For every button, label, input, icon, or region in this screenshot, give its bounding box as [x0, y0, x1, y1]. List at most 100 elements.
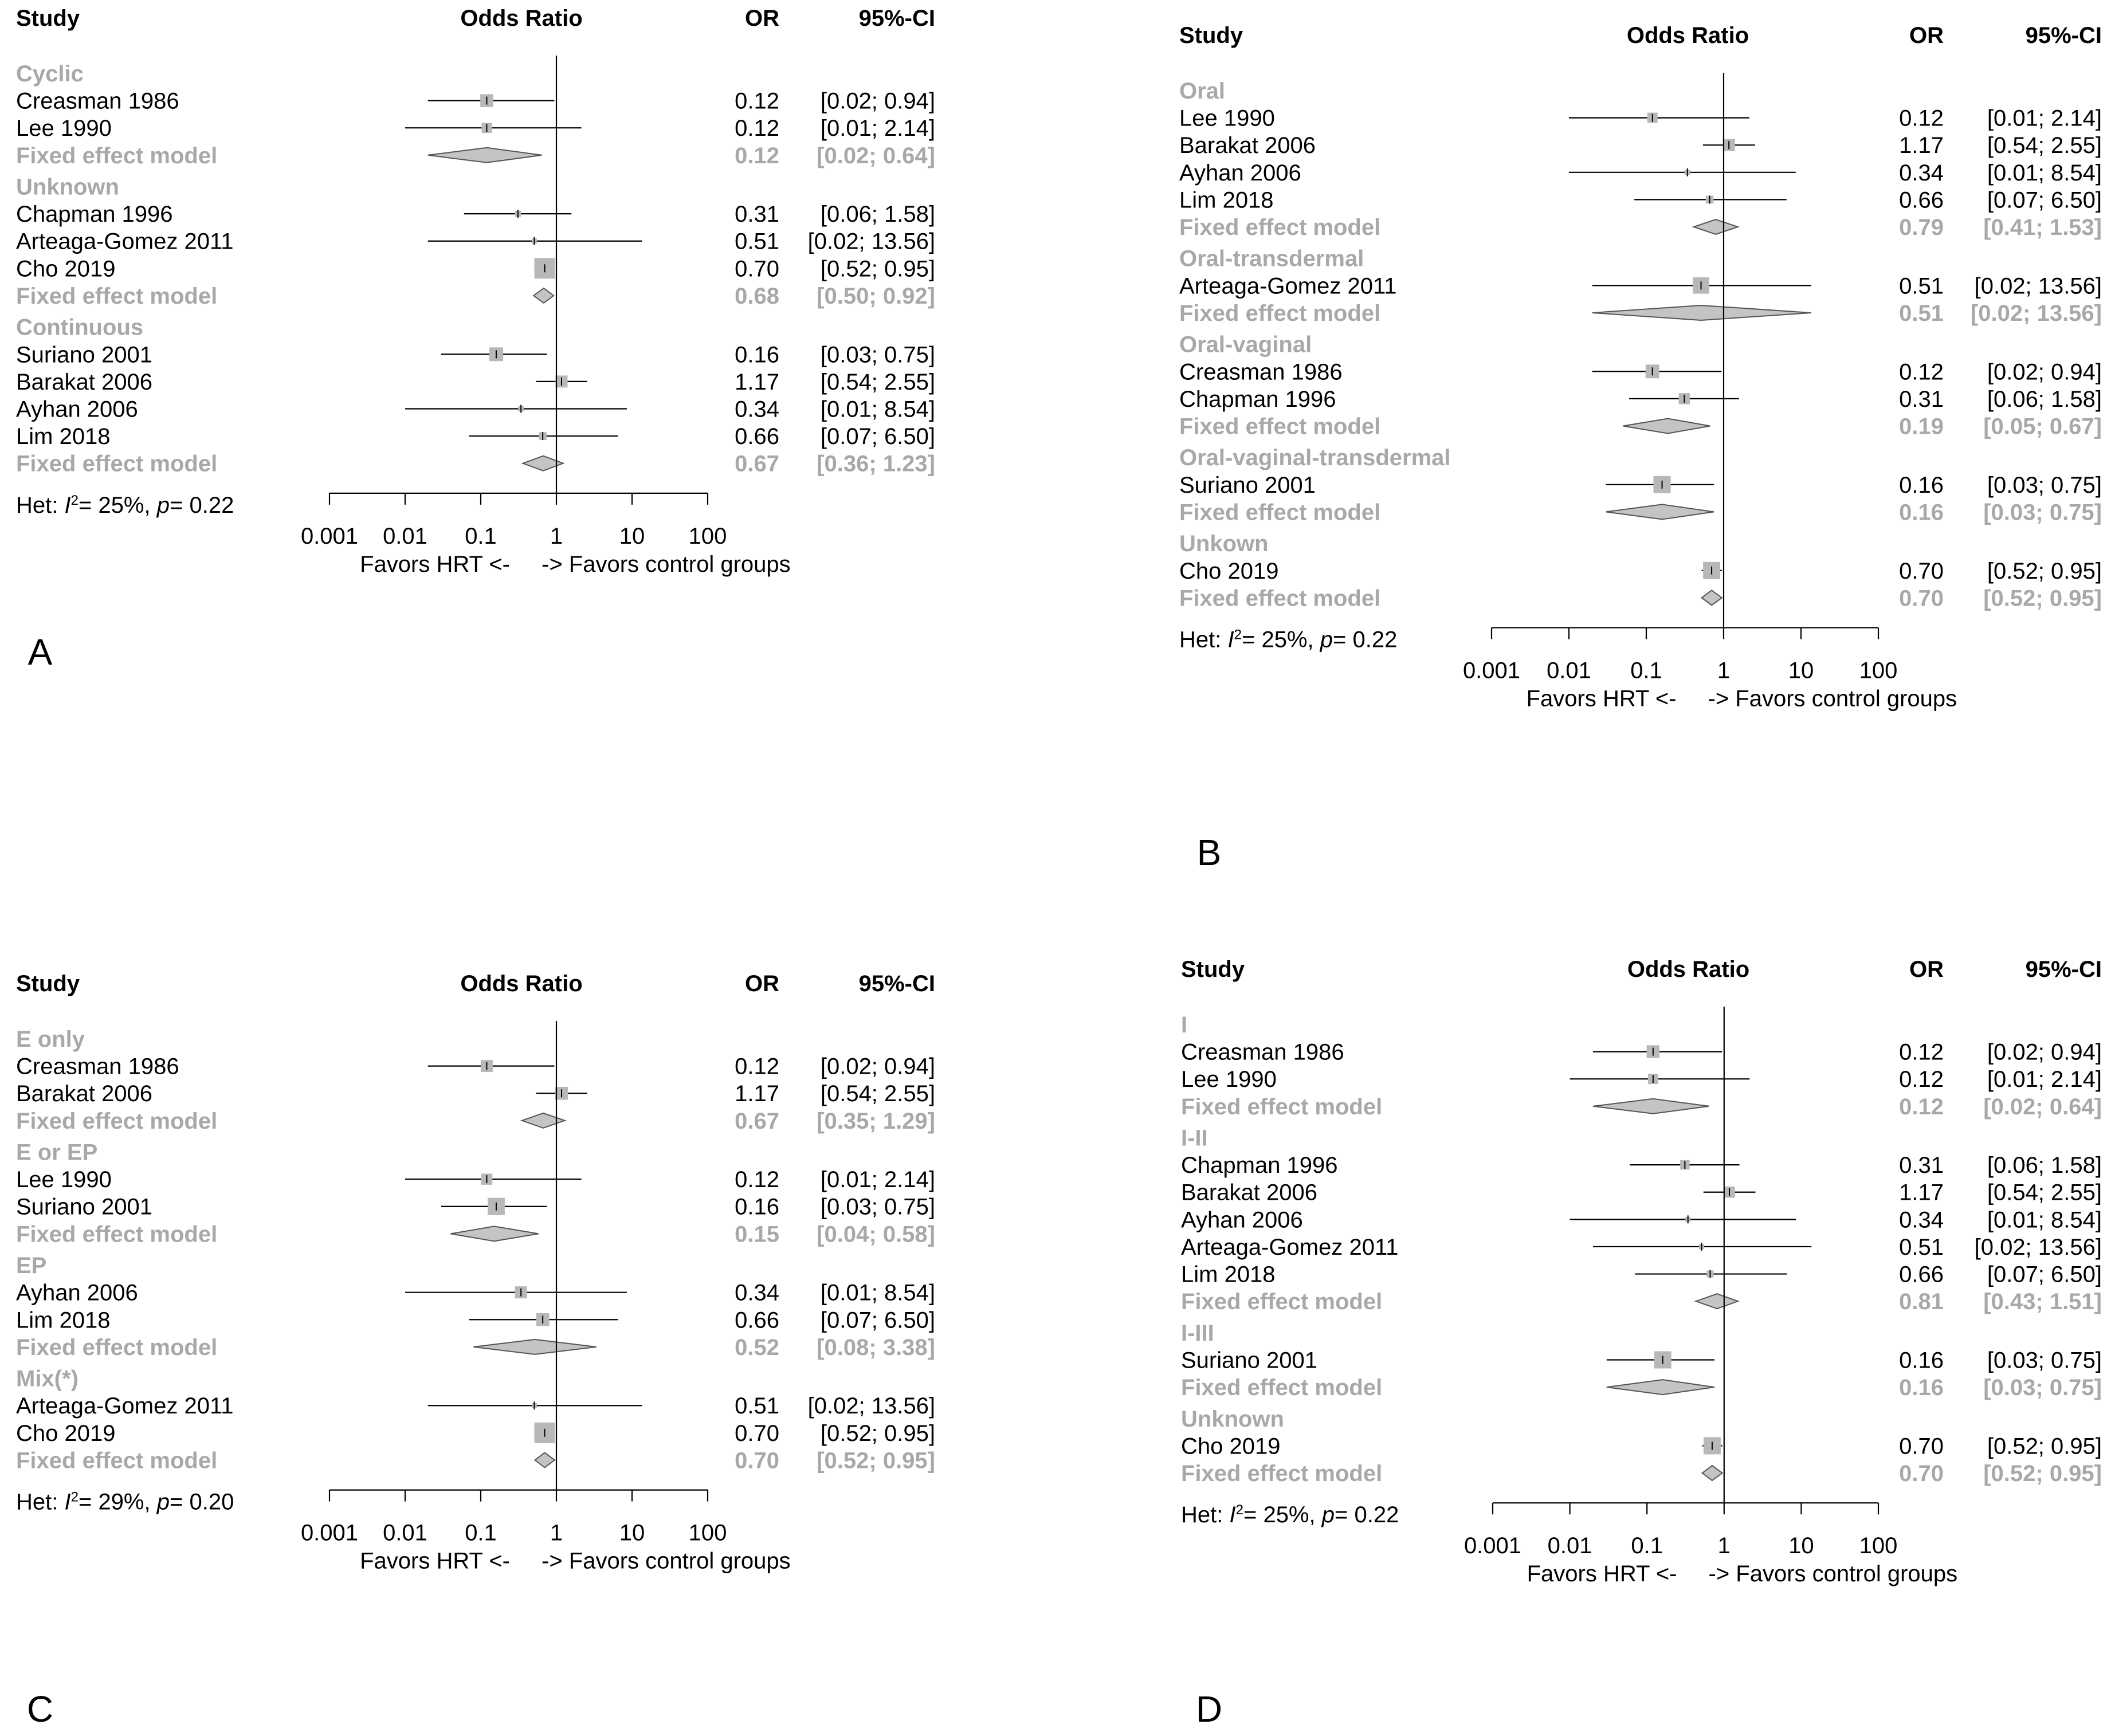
x-tick-label: 100 [689, 524, 727, 549]
header-ci: 95%-CI [2026, 23, 2102, 48]
group-label: Oral-transdermal [1179, 246, 1364, 272]
pooled-ci-value: [0.41; 1.53] [1983, 215, 2102, 240]
x-tick-label: 100 [689, 1521, 727, 1546]
ci-value: [0.02; 0.94] [821, 1054, 935, 1079]
panel-letter: A [28, 631, 53, 673]
group-label: I [1181, 1012, 1187, 1038]
study-name: Lee 1990 [16, 1167, 112, 1192]
or-value: 0.70 [1899, 1433, 1944, 1459]
pooled-or-value: 0.12 [735, 143, 779, 168]
ci-value: [0.54; 2.55] [821, 370, 935, 395]
pooled-ci-value: [0.05; 0.67] [1983, 414, 2102, 439]
group-label: Continuous [16, 315, 143, 340]
or-value: 0.12 [735, 116, 779, 141]
header-odds-ratio: Odds Ratio [1627, 957, 1749, 982]
xlabel-right: -> Favors control groups [1709, 1561, 1958, 1586]
xlabel-right: -> Favors control groups [542, 1549, 791, 1574]
pooled-diamond [533, 1452, 556, 1468]
pooled-ci-value: [0.03; 0.75] [1983, 500, 2102, 525]
pooled-ci-value: [0.04; 0.58] [817, 1222, 935, 1247]
or-value: 0.70 [1899, 559, 1944, 584]
or-value: 0.34 [1899, 160, 1944, 186]
or-value: 0.16 [735, 1195, 779, 1220]
study-name: Lim 2018 [1179, 187, 1274, 213]
study-name: Cho 2019 [1181, 1433, 1280, 1459]
x-tick-label: 10 [1788, 658, 1814, 684]
study-name: Barakat 2006 [1181, 1180, 1317, 1205]
pooled-ci-value: [0.02; 0.64] [1983, 1094, 2102, 1120]
x-tick-label: 0.001 [1463, 658, 1520, 684]
pooled-or-value: 0.19 [1899, 414, 1944, 439]
ci-value: [0.01; 8.54] [821, 396, 935, 422]
header-study: Study [16, 6, 80, 31]
ci-value: [0.07; 6.50] [1987, 187, 2102, 213]
study-name: Arteaga-Gomez 2011 [1179, 273, 1396, 299]
x-tick-label: 0.001 [1464, 1533, 1521, 1558]
study-name: Suriano 2001 [16, 342, 152, 367]
pooled-ci-value: [0.03; 0.75] [1983, 1375, 2102, 1400]
pooled-or-value: 0.15 [735, 1222, 779, 1247]
ci-value: [0.52; 0.95] [1987, 559, 2102, 584]
study-name: Arteaga-Gomez 2011 [1181, 1235, 1398, 1260]
group-label: Oral [1179, 78, 1225, 104]
study-name: Ayhan 2006 [16, 1281, 138, 1306]
x-tick-label: 0.1 [465, 524, 497, 549]
or-value: 0.16 [1899, 1348, 1944, 1373]
pooled-diamond [520, 1112, 567, 1129]
group-label: Unknown [1181, 1407, 1284, 1432]
pooled-or-value: 0.81 [1899, 1289, 1944, 1314]
pooled-ci-value: [0.08; 3.38] [817, 1335, 935, 1360]
ci-value: [0.02; 0.94] [1987, 1040, 2102, 1065]
pooled-or-value: 0.12 [1899, 1094, 1944, 1120]
pooled-diamond [1606, 1379, 1715, 1396]
x-tick-label: 0.001 [301, 524, 358, 549]
pooled-diamond [1694, 1293, 1740, 1310]
ci-value: [0.06; 1.58] [821, 202, 935, 227]
or-value: 0.12 [735, 1054, 779, 1079]
or-value: 0.70 [735, 256, 779, 281]
panel-letter: C [27, 1688, 53, 1730]
study-name: Barakat 2006 [1179, 133, 1316, 158]
pooled-diamond [427, 147, 542, 163]
pooled-diamond [1592, 304, 1811, 321]
or-value: 0.31 [735, 202, 779, 227]
study-name: Ayhan 2006 [1181, 1207, 1303, 1232]
x-tick-label: 0.1 [465, 1521, 497, 1546]
pooled-or-value: 0.67 [735, 1109, 779, 1134]
xlabel-left: Favors HRT <- [360, 552, 510, 577]
group-label: Cyclic [16, 61, 84, 87]
fixed-effect-label: Fixed effect model [1181, 1289, 1382, 1314]
xlabel-left: Favors HRT <- [360, 1549, 510, 1574]
or-value: 1.17 [1899, 1180, 1944, 1205]
x-tick-label: 1 [550, 1521, 563, 1546]
pooled-diamond [532, 287, 555, 304]
header-odds-ratio: Odds Ratio [1627, 23, 1749, 48]
pooled-ci-value: [0.52; 0.95] [1983, 586, 2102, 611]
study-name: Lee 1990 [1179, 106, 1275, 131]
study-name: Creasman 1986 [16, 1054, 179, 1079]
header-odds-ratio: Odds Ratio [460, 6, 582, 31]
x-tick-label: 0.01 [1548, 1533, 1592, 1558]
header-ci: 95%-CI [859, 971, 935, 996]
pooled-or-value: 0.70 [1899, 586, 1944, 611]
x-tick-label: 1 [550, 524, 563, 549]
ci-value: [0.07; 6.50] [821, 1307, 935, 1333]
or-value: 0.34 [1899, 1207, 1944, 1232]
or-value: 1.17 [735, 370, 779, 395]
study-name: Creasman 1986 [1181, 1040, 1344, 1065]
or-value: 0.31 [1899, 1153, 1944, 1178]
pooled-or-value: 0.68 [735, 284, 779, 309]
pooled-or-value: 0.70 [735, 1448, 779, 1473]
group-label: Oral-vaginal [1179, 332, 1312, 358]
or-value: 0.51 [1899, 273, 1944, 299]
heterogeneity-stat: Het: I2= 25%, p= 0.22 [1179, 627, 1397, 653]
fixed-effect-label: Fixed effect model [16, 1222, 217, 1247]
x-tick-label: 0.001 [301, 1521, 358, 1546]
pooled-or-value: 0.79 [1899, 215, 1944, 240]
panel-letter: D [1196, 1688, 1222, 1730]
study-name: Lee 1990 [1181, 1067, 1277, 1092]
group-label: Unknown [16, 175, 119, 200]
